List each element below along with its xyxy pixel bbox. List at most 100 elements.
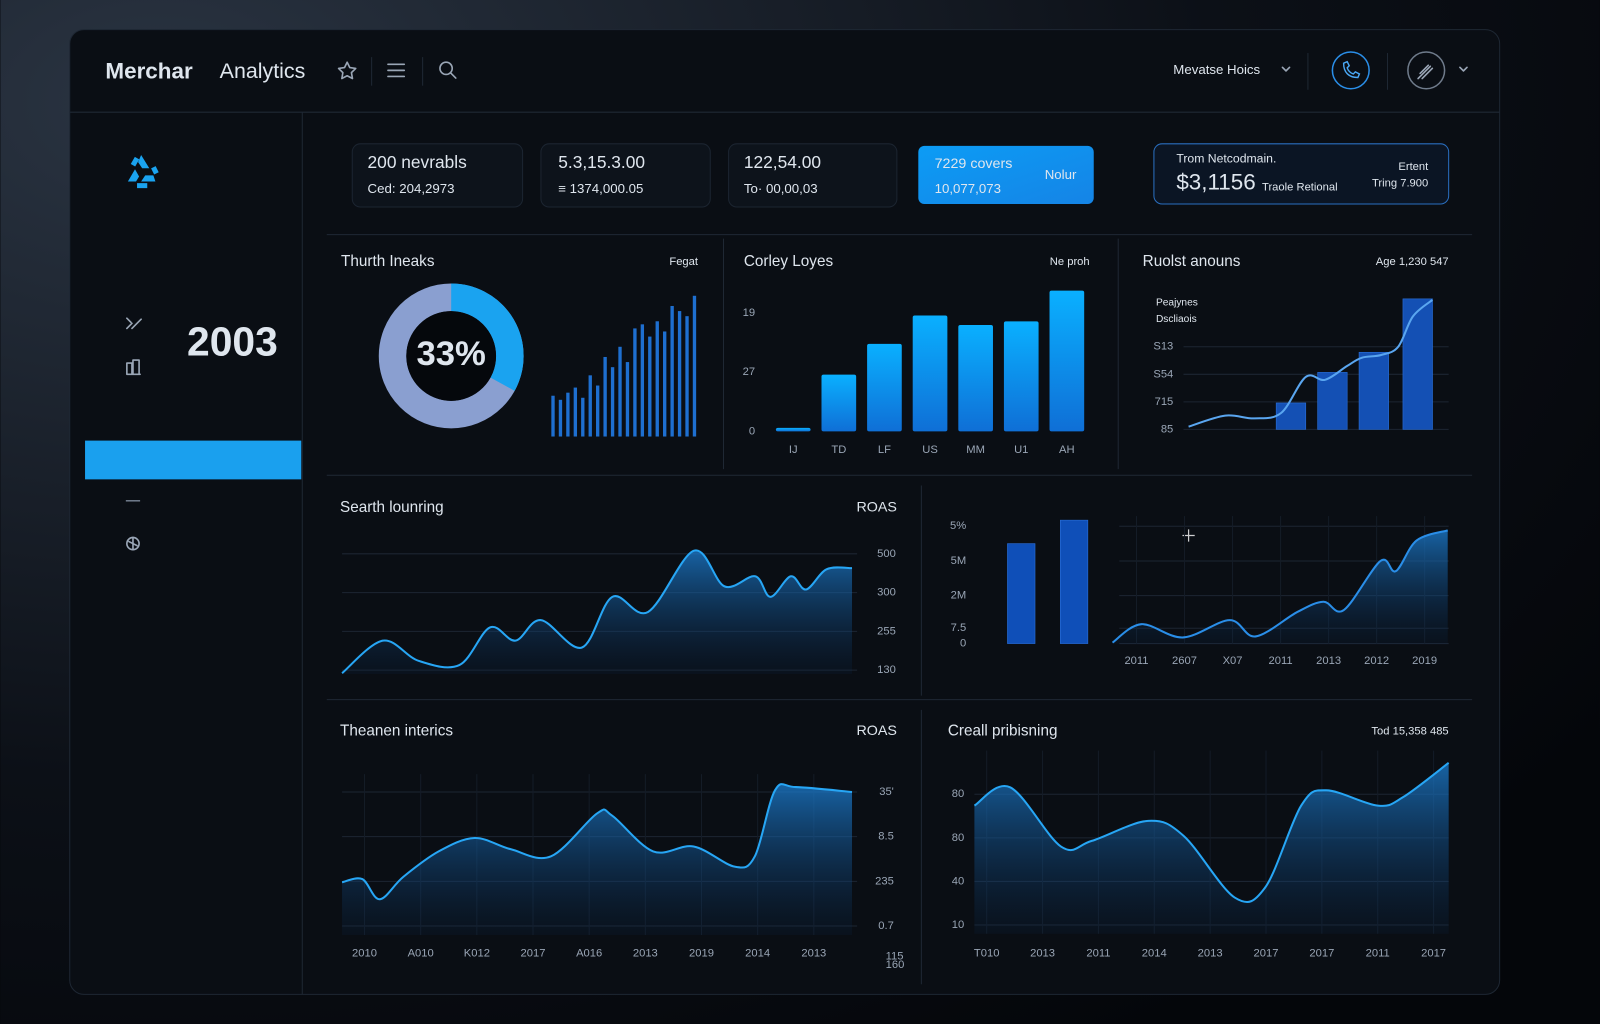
- x-tick-label: IJ: [789, 444, 798, 456]
- area: [342, 550, 853, 674]
- bar: [867, 343, 902, 432]
- x-tick-label: 2011: [1086, 948, 1110, 960]
- spark-bar: [558, 399, 563, 437]
- x-tick-label: T010: [974, 948, 1000, 960]
- x-tick-label: 2607: [1172, 655, 1197, 667]
- panel-title: Searth lounring: [340, 499, 444, 516]
- y-tick-label: 27: [743, 366, 755, 378]
- panel-title: Ruolst anouns: [1143, 253, 1241, 270]
- x-tick-label: 2013: [633, 948, 658, 960]
- y-tick-label: 300: [877, 587, 896, 599]
- nav-active[interactable]: [85, 440, 302, 480]
- x-tick-label: 2017: [521, 948, 546, 960]
- line: [341, 783, 853, 901]
- star-button[interactable]: [337, 61, 357, 80]
- logo: [127, 155, 159, 189]
- chevron: [1281, 66, 1291, 72]
- panel-title: Theanen interics: [340, 722, 453, 739]
- kpi-sub: Ced: 204,2973: [368, 181, 455, 196]
- call-button[interactable]: [1331, 51, 1370, 90]
- search-button[interactable]: [439, 61, 457, 79]
- y-tick-label: S54: [1153, 368, 1173, 380]
- donut-segment: [450, 283, 524, 391]
- spark-bar: [633, 328, 637, 437]
- spark-bar: [588, 375, 592, 437]
- y-tick-label: 2M: [951, 590, 967, 602]
- y-tick-label: 0: [960, 638, 966, 650]
- x-tick-label: X07: [1223, 655, 1243, 667]
- x-tick-label: 2014: [1142, 948, 1167, 960]
- panel-link: Ne proh: [1050, 256, 1090, 268]
- bar: [1049, 290, 1085, 432]
- summary-side-title: Ertent: [1398, 161, 1429, 173]
- x-tick-label: 2011: [1269, 655, 1293, 667]
- y-tick-label: 715: [1155, 396, 1174, 408]
- x-tick-label: U1: [1014, 444, 1028, 456]
- bar: [1003, 321, 1039, 432]
- spark-bar: [655, 321, 659, 437]
- x-tick-label: 2010: [352, 948, 377, 960]
- y-tick-label: 80: [952, 832, 964, 844]
- nav-icon[interactable]: [126, 317, 142, 330]
- line: [341, 549, 853, 674]
- x-tick-label: 2017: [1309, 948, 1334, 960]
- spark-bar: [566, 392, 570, 437]
- y-tick-label: S13: [1153, 341, 1173, 353]
- panel-link: Age 1,230 547: [1376, 256, 1449, 268]
- brand: Merchar: [105, 58, 193, 83]
- kpi-value: 7229 covers: [935, 156, 1013, 172]
- y-tick-label: 130: [877, 664, 896, 676]
- x-tick-label: 2017: [1421, 948, 1446, 960]
- menu-button[interactable]: [387, 63, 406, 78]
- kpi-sub: 10,077,073: [935, 181, 1001, 196]
- y-tick-label: 80: [952, 788, 964, 800]
- spark-bar: [551, 395, 555, 437]
- x-tick-label: 2019: [689, 948, 714, 960]
- y-tick-label: 40: [952, 875, 964, 887]
- spark-bar: [677, 311, 682, 437]
- spark-bar: [648, 336, 652, 437]
- axis-label: ROAS: [856, 723, 896, 739]
- y-tick-label: 10: [952, 919, 964, 931]
- x-tick-label: A010: [408, 948, 434, 960]
- settings-button[interactable]: [1407, 51, 1446, 90]
- summary-note: Traole Retional: [1262, 182, 1338, 194]
- donut-hole: [406, 311, 497, 401]
- axis-note: 115: [886, 951, 904, 963]
- spark-bar: [685, 316, 689, 437]
- bar: [1402, 298, 1433, 430]
- spark-bar: [670, 305, 674, 437]
- y-tick-label: 0: [749, 425, 755, 437]
- panel-link: Tod 15,358 485: [1371, 725, 1448, 737]
- donut-label: 33%: [416, 335, 485, 373]
- kpi-value: 200 nevrabls: [368, 152, 468, 172]
- x-tick-label: US: [922, 444, 938, 456]
- x-tick-label: AH: [1059, 444, 1075, 456]
- user-menu[interactable]: Mevatse Hoics: [1173, 62, 1260, 77]
- bar: [1317, 372, 1348, 430]
- kpi-card: [728, 143, 898, 208]
- y-tick-label: 500: [877, 548, 896, 560]
- x-tick-label: LF: [878, 444, 891, 456]
- bar: [1275, 402, 1307, 430]
- bar: [1007, 543, 1036, 644]
- kpi-tag: Nolur: [1045, 167, 1077, 182]
- kpi-value: 5.3,15.3.00: [558, 152, 645, 172]
- spark-bar: [640, 324, 645, 437]
- x-tick-label: MM: [966, 444, 985, 456]
- y-tick-label: 7.5: [951, 622, 967, 634]
- y-tick-label: 8.5: [878, 831, 894, 843]
- nav-icon[interactable]: [126, 359, 141, 376]
- sidebar-number: 2003: [187, 319, 278, 365]
- summary-title: Trom Netcodmain.: [1176, 151, 1276, 165]
- panel-title: Corley Loyes: [744, 253, 834, 270]
- area: [342, 784, 853, 935]
- nav-icon[interactable]: [126, 536, 140, 551]
- y-tick-label: 35': [879, 786, 894, 798]
- area: [974, 762, 1449, 934]
- chevron: [1459, 66, 1468, 72]
- summary-value: $3,1156: [1176, 170, 1255, 195]
- line: [1188, 299, 1434, 428]
- x-tick-label: 2019: [1412, 655, 1437, 667]
- spark-bar: [596, 385, 600, 437]
